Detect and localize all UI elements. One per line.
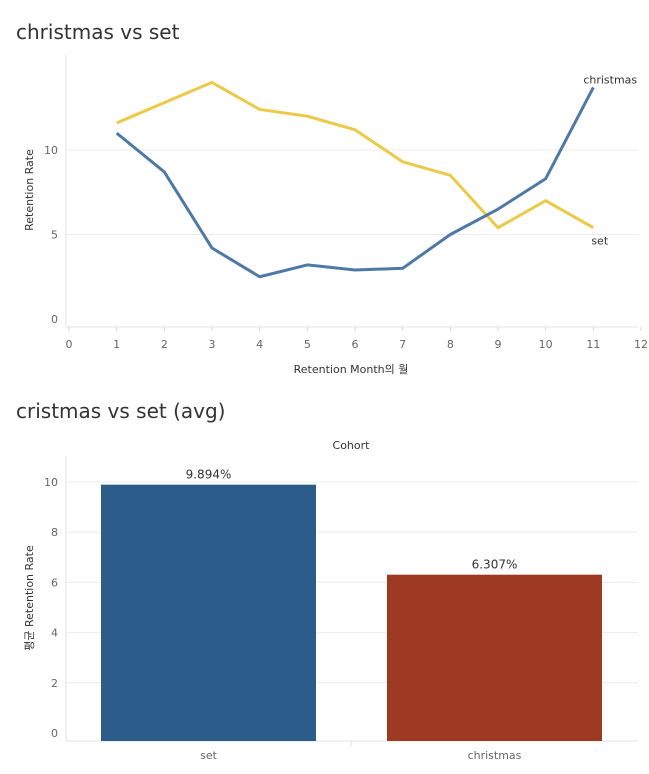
series-line-set [116, 80, 595, 230]
data-label-christmas: 6.307% [472, 558, 518, 572]
data-label-set: 9.894% [186, 468, 232, 482]
chart-title-line: christmas vs set [16, 20, 180, 44]
series-label-christmas: christmas [583, 73, 637, 86]
y-tick-label: 0 [51, 727, 58, 740]
x-tick-label: 5 [304, 338, 311, 351]
x-axis-label: Retention Month의 월 [294, 363, 409, 376]
x-tick-label: 3 [209, 338, 216, 351]
y-tick-label: 10 [44, 144, 58, 157]
x-tick-label: 4 [256, 338, 263, 351]
series-line-christmas [115, 86, 595, 279]
x-tick-label: 7 [399, 338, 406, 351]
y-axis-label: Retention Rate [23, 149, 36, 231]
y-tick-label: 5 [51, 229, 58, 242]
x-tick-label: 10 [539, 338, 553, 351]
y-tick-label: 6 [51, 576, 58, 589]
x-tick-label: 11 [586, 338, 600, 351]
y-tick-label: 2 [51, 677, 58, 690]
x-tick-label: 1 [113, 338, 120, 351]
cohort-header: Cohort [333, 439, 371, 452]
x-tick-label: 9 [495, 338, 502, 351]
x-tick-label: 6 [352, 338, 359, 351]
bar-christmas [387, 574, 602, 741]
y-axis-label-bar: 평균 Retention Rate [23, 545, 36, 651]
y-tick-label: 8 [51, 526, 58, 539]
category-label-christmas: christmas [468, 749, 522, 762]
bar-set [101, 484, 316, 741]
y-tick-label: 0 [51, 313, 58, 326]
series-label-set: set [591, 235, 608, 248]
y-tick-label: 4 [51, 627, 58, 640]
chart-title-bar: cristmas vs set (avg) [16, 399, 226, 423]
x-tick-label: 12 [634, 338, 648, 351]
x-tick-label: 2 [161, 338, 168, 351]
y-tick-label: 10 [44, 476, 58, 489]
category-label-set: set [200, 749, 217, 762]
x-tick-label: 0 [66, 338, 73, 351]
x-tick-label: 8 [447, 338, 454, 351]
